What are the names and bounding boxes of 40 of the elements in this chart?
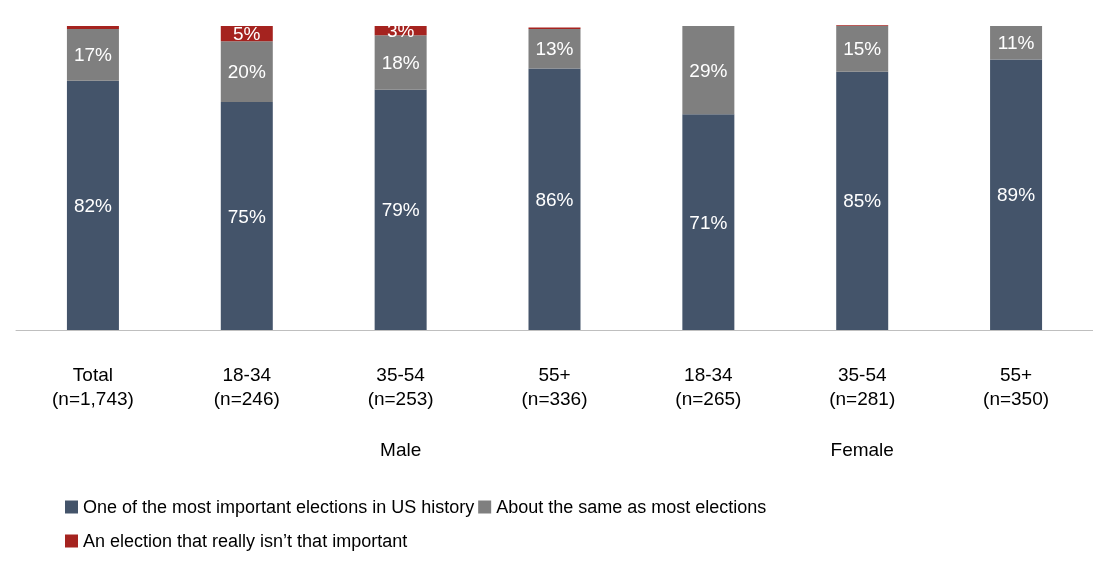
x-tick-label: 55+ (n=336) xyxy=(521,363,588,409)
legend-label: About the same as most elections xyxy=(496,497,767,517)
x-tick-label: 55+ (n=350) xyxy=(983,363,1050,409)
bar xyxy=(374,89,427,330)
x-tick-label: 18-34 (n=265) xyxy=(675,363,742,409)
bar xyxy=(66,26,119,30)
data-label: 71% xyxy=(689,211,728,233)
data-label: 18% xyxy=(381,52,420,74)
legend-label: An election that really isn’t that important xyxy=(83,531,408,551)
data-label: 15% xyxy=(843,38,882,60)
text: Male xyxy=(380,439,422,460)
data-label: 11% xyxy=(997,32,1035,54)
bar xyxy=(682,114,735,330)
data-label: 85% xyxy=(843,190,882,212)
data-label: 79% xyxy=(381,199,420,221)
bar xyxy=(990,59,1043,330)
x-tick-label: 35-54 (n=281) xyxy=(829,363,896,409)
bar xyxy=(374,35,427,90)
data-label: 29% xyxy=(689,59,728,81)
data-label: 17% xyxy=(73,44,113,66)
data-label: 75% xyxy=(227,205,266,227)
x-tick-label: 35-54 (n=253) xyxy=(367,363,434,409)
bar xyxy=(220,102,273,330)
bar xyxy=(220,41,273,103)
data-label: 5% xyxy=(233,23,261,45)
legend-label: One of the most important elections in US history xyxy=(83,497,475,517)
bar xyxy=(66,29,119,81)
data-label: 89% xyxy=(997,184,1036,206)
data-label: 20% xyxy=(227,61,266,83)
data-label: 13% xyxy=(535,38,574,60)
bar xyxy=(836,71,889,330)
bar xyxy=(66,80,119,330)
data-label: 86% xyxy=(535,188,574,210)
x-tick-label: Total (n=1,743) xyxy=(51,363,134,409)
x-tick-label: 18-34 (n=246) xyxy=(213,363,280,409)
text: Female xyxy=(830,439,894,460)
bar xyxy=(528,68,581,330)
data-label: 82% xyxy=(73,194,113,216)
bar xyxy=(682,26,735,115)
bar xyxy=(836,26,889,72)
